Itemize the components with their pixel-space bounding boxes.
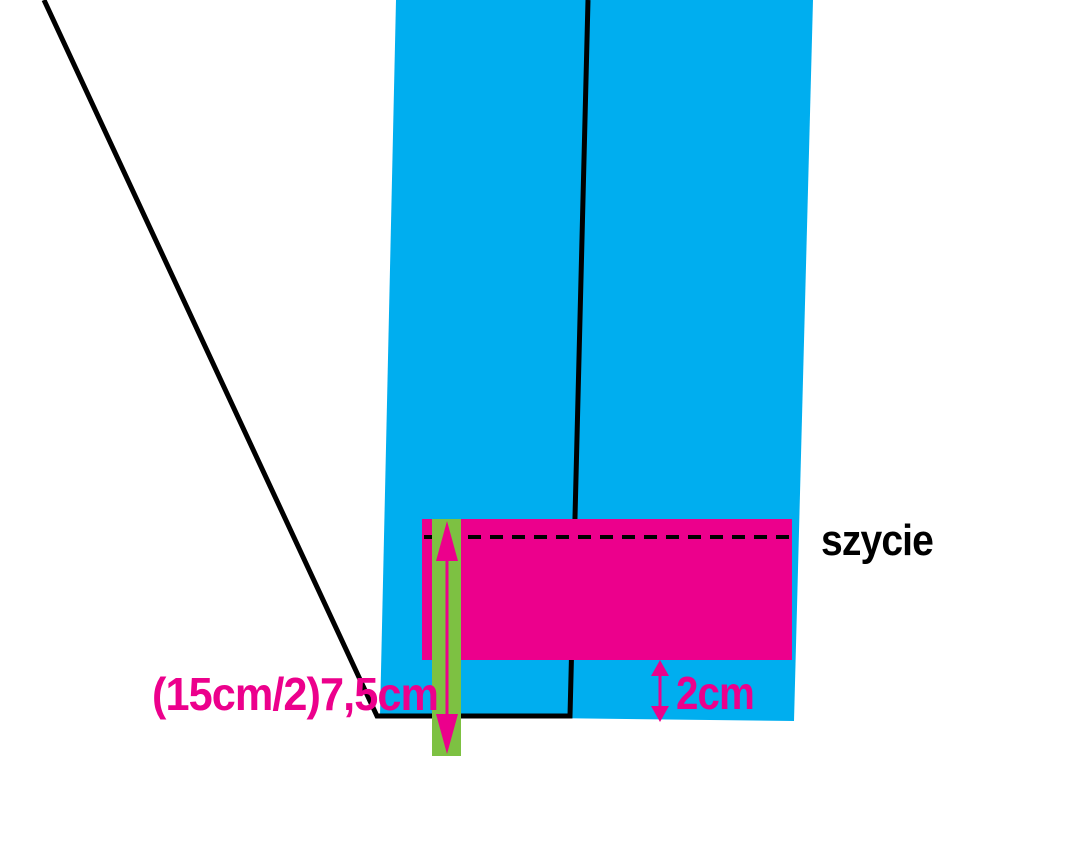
cuff-height-arrow-icon [436,521,458,754]
pattern-outline [41,0,591,719]
cuff-height-label: (15cm/2)7,5cm [152,668,438,720]
seam-label: szycie [821,516,933,565]
hem-allowance-label: 2cm [676,667,754,719]
hem-allowance-arrow-icon [651,660,669,722]
cuff-band [422,519,792,660]
